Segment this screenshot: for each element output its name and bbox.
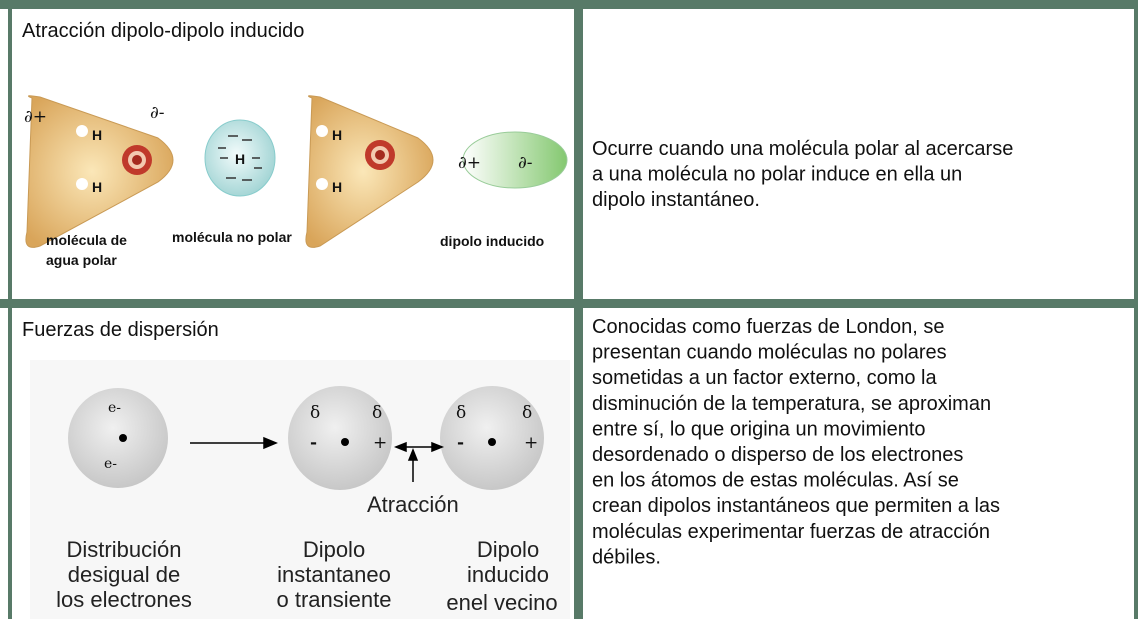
fig-label: los electrones	[56, 587, 192, 612]
description-line: disminución de la temperatura, se aproxi…	[592, 393, 991, 415]
fig-label: desigual de	[68, 562, 181, 587]
fig-label: δ	[372, 403, 382, 423]
fig-label: Distribución	[67, 537, 182, 562]
description-line: Conocidas como fuerzas de London, se	[592, 316, 944, 338]
fig-label: ∂-	[150, 103, 165, 123]
fig-label: δ	[522, 403, 532, 423]
fig-label: dipolo inducido	[440, 233, 544, 249]
description-line: crean dipolos instantáneos que permiten …	[592, 495, 1000, 517]
fig-label: agua polar	[46, 252, 117, 268]
description-line: presentan cuando moléculas no polares	[592, 342, 947, 364]
fig-label: ∂+	[458, 153, 481, 173]
description-line: entre sí, lo que origina un movimiento	[592, 418, 926, 440]
fig-label: H	[92, 127, 102, 143]
fig-label: ∂+	[24, 107, 47, 127]
fig-label: H	[235, 151, 245, 167]
description-line: a una molécula no polar induce en ella u…	[592, 164, 962, 186]
fig-label: instantaneo	[277, 562, 391, 587]
description-line: sometidas a un factor externo, como la	[592, 367, 937, 389]
cell-description: Conocidas como fuerzas de London, se pres…	[592, 316, 1000, 568]
fig-label: +	[373, 433, 387, 453]
fig-label: H	[332, 179, 342, 195]
description-line: dipolo instantáneo.	[592, 189, 760, 211]
figure-dipole: ∂+ ∂- H H H H H ∂+ ∂- molécula de agua p…	[24, 95, 568, 268]
fig-label: e-	[108, 400, 121, 416]
fig-label: Dipolo	[303, 537, 365, 562]
description-line: desordenado o disperso de los electrones	[592, 444, 963, 466]
fig-label: inducido	[467, 562, 549, 587]
fig-label: e-	[104, 456, 117, 472]
description-line: en los átomos de estas moléculas. Así se	[592, 470, 959, 492]
fig-label: Atracción	[367, 492, 459, 517]
fig-label: Dipolo	[477, 537, 539, 562]
description-line: Ocurre cuando una molécula polar al acer…	[592, 138, 1013, 160]
fig-label: molécula no polar	[172, 229, 292, 245]
figure-dispersion: e- e- δ δ - + δ δ - + Atracción Distribu…	[30, 360, 570, 619]
fig-label: molécula de	[46, 232, 127, 248]
fig-label: ∂-	[518, 153, 533, 173]
fig-label: +	[524, 433, 538, 453]
description-line: moléculas experimentar fuerzas de atracc…	[592, 521, 990, 543]
fig-label: δ	[310, 403, 320, 423]
fig-label: H	[92, 179, 102, 195]
fig-label: o transiente	[277, 587, 392, 612]
fig-label: -	[457, 433, 464, 453]
cell-title: Fuerzas de dispersión	[22, 319, 219, 341]
fig-label: H	[332, 127, 342, 143]
fig-label: δ	[456, 403, 466, 423]
cell-title: Atracción dipolo-dipolo inducido	[22, 20, 304, 42]
fig-label: -	[310, 433, 317, 453]
cell-description: Ocurre cuando una molécula polar al acer…	[592, 138, 1013, 211]
description-line: débiles.	[592, 546, 661, 568]
fig-label: enel vecino	[446, 590, 557, 615]
